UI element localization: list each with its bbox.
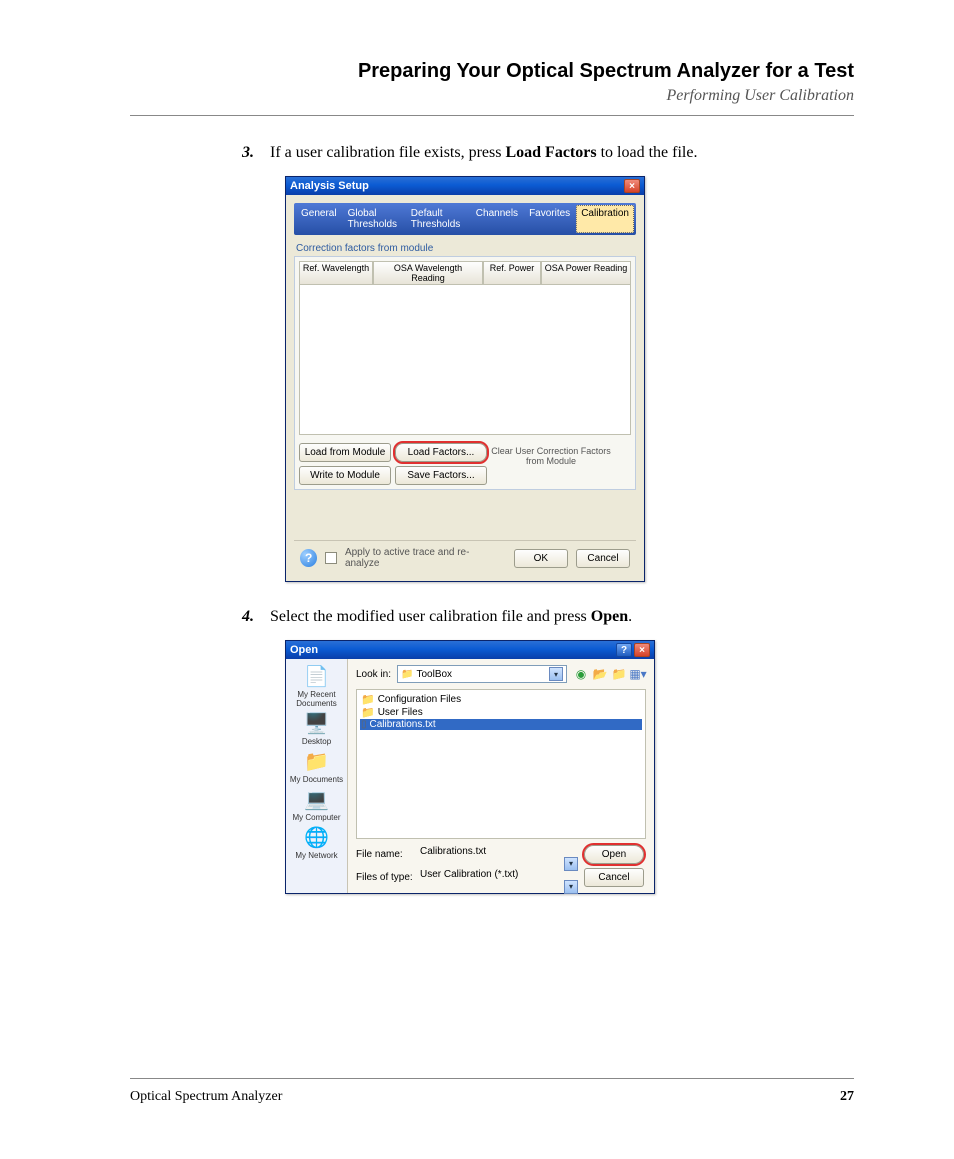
place-icon: 📁 xyxy=(301,748,331,774)
tab-favorites[interactable]: Favorites xyxy=(524,205,575,233)
cancel-button[interactable]: Cancel xyxy=(584,868,644,887)
window-title: Open xyxy=(290,644,614,656)
list-item[interactable]: ▯Calibrations.txt xyxy=(360,719,642,730)
place-my-recent-documents[interactable]: 📄My Recent Documents xyxy=(288,663,345,708)
back-icon[interactable]: ◉ xyxy=(573,666,589,682)
close-icon[interactable]: × xyxy=(634,643,650,657)
tab-general[interactable]: General xyxy=(296,205,342,233)
places-bar: 📄My Recent Documents🖥️Desktop📁My Documen… xyxy=(286,659,348,893)
place-my-computer[interactable]: 💻My Computer xyxy=(292,786,340,822)
step-text: Select the modified user calibration fil… xyxy=(270,608,632,626)
file-list[interactable]: 📁Configuration Files📁User Files▯Calibrat… xyxy=(356,689,646,839)
filename-label: File name: xyxy=(356,849,414,860)
place-icon: 🖥️ xyxy=(302,710,332,736)
clear-factors-note: Clear User Correction Factors from Modul… xyxy=(491,443,611,466)
look-in-combo[interactable]: 📁 ToolBox ▾ xyxy=(397,665,567,683)
grid-body[interactable] xyxy=(299,285,631,435)
list-item[interactable]: 📁Configuration Files xyxy=(360,693,642,706)
dialog-footer: ? Apply to active trace and re-analyze O… xyxy=(294,540,636,573)
tab-default-thresholds[interactable]: Default Thresholds xyxy=(406,205,470,233)
header-rule xyxy=(130,115,854,116)
page-footer: Optical Spectrum Analyzer 27 xyxy=(130,1089,854,1105)
step-number: 3. xyxy=(242,144,270,162)
filename-combo[interactable]: Calibrations.txt ▾ xyxy=(420,846,578,864)
load-factors-button[interactable]: Load Factors... xyxy=(395,443,487,462)
look-in-value: ToolBox xyxy=(416,669,452,680)
grid-header: Ref. WavelengthOSA Wavelength ReadingRef… xyxy=(299,261,631,285)
tab-global-thresholds[interactable]: Global Thresholds xyxy=(343,205,405,233)
footer-rule xyxy=(130,1078,854,1079)
tab-bar: GeneralGlobal ThresholdsDefault Threshol… xyxy=(294,203,636,235)
place-icon: 💻 xyxy=(301,786,331,812)
apply-label: Apply to active trace and re-analyze xyxy=(345,547,498,569)
cancel-button[interactable]: Cancel xyxy=(576,549,630,568)
analysis-setup-window: Analysis Setup × GeneralGlobal Threshold… xyxy=(285,176,645,582)
new-folder-icon[interactable]: 📁 xyxy=(611,666,627,682)
folder-icon: 📁 xyxy=(401,669,413,680)
page-number: 27 xyxy=(840,1089,854,1105)
open-fields: File name: Calibrations.txt ▾ Open Files… xyxy=(356,845,646,887)
tab-calibration[interactable]: Calibration xyxy=(576,205,634,233)
look-in-label: Look in: xyxy=(356,669,391,680)
step-3: 3. If a user calibration file exists, pr… xyxy=(242,144,854,162)
chevron-down-icon[interactable]: ▾ xyxy=(564,880,578,894)
look-in-row: Look in: 📁 ToolBox ▾ ◉ 📂 📁 ▦▾ xyxy=(356,665,646,683)
filetype-value: User Calibration (*.txt) xyxy=(420,869,518,880)
titlebar[interactable]: Analysis Setup × xyxy=(286,177,644,195)
file-name: Calibrations.txt xyxy=(370,719,436,730)
load-from-module-button[interactable]: Load from Module xyxy=(299,443,391,462)
page-title: Preparing Your Optical Spectrum Analyzer… xyxy=(130,60,854,83)
column-header[interactable]: Ref. Wavelength xyxy=(299,261,373,285)
folder-icon: 📁 xyxy=(361,706,375,719)
step-text: If a user calibration file exists, press… xyxy=(270,144,697,162)
file-name: Configuration Files xyxy=(378,694,461,705)
views-icon[interactable]: ▦▾ xyxy=(630,666,646,682)
filetype-label: Files of type: xyxy=(356,872,414,883)
list-item[interactable]: 📁User Files xyxy=(360,706,642,719)
help-icon[interactable]: ? xyxy=(616,643,632,657)
place-desktop[interactable]: 🖥️Desktop xyxy=(302,710,332,746)
place-my-documents[interactable]: 📁My Documents xyxy=(290,748,343,784)
file-icon: ▯ xyxy=(361,719,367,730)
step-number: 4. xyxy=(242,608,270,626)
page-subtitle: Performing User Calibration xyxy=(130,87,854,105)
column-header[interactable]: OSA Wavelength Reading xyxy=(373,261,483,285)
file-name: User Files xyxy=(378,707,423,718)
place-my-network[interactable]: 🌐My Network xyxy=(295,824,337,860)
titlebar[interactable]: Open ? × xyxy=(286,641,654,659)
filename-value: Calibrations.txt xyxy=(420,846,486,857)
open-button[interactable]: Open xyxy=(584,845,644,864)
chevron-down-icon[interactable]: ▾ xyxy=(549,667,563,681)
apply-checkbox[interactable] xyxy=(325,552,337,564)
group-label: Correction factors from module xyxy=(296,243,636,254)
step-4: 4. Select the modified user calibration … xyxy=(242,608,854,626)
open-dialog-window: Open ? × 📄My Recent Documents🖥️Desktop📁M… xyxy=(285,640,655,894)
button-row: Load from Module Write to Module Load Fa… xyxy=(299,443,631,485)
place-icon: 🌐 xyxy=(301,824,331,850)
page-header: Preparing Your Optical Spectrum Analyzer… xyxy=(130,60,854,105)
close-icon[interactable]: × xyxy=(624,179,640,193)
footer-left: Optical Spectrum Analyzer xyxy=(130,1089,282,1105)
screenshot-analysis-setup: Analysis Setup × GeneralGlobal Threshold… xyxy=(285,176,854,582)
ok-button[interactable]: OK xyxy=(514,549,568,568)
save-factors-button[interactable]: Save Factors... xyxy=(395,466,487,485)
folder-icon: 📁 xyxy=(361,693,375,706)
column-header[interactable]: OSA Power Reading xyxy=(541,261,631,285)
help-icon[interactable]: ? xyxy=(300,549,317,567)
filetype-combo[interactable]: User Calibration (*.txt) ▾ xyxy=(420,869,578,887)
nav-icons: ◉ 📂 📁 ▦▾ xyxy=(573,666,646,682)
correction-factors-group: Ref. WavelengthOSA Wavelength ReadingRef… xyxy=(294,256,636,490)
place-icon: 📄 xyxy=(302,663,332,689)
window-title: Analysis Setup xyxy=(290,180,622,192)
write-to-module-button[interactable]: Write to Module xyxy=(299,466,391,485)
screenshot-open-dialog: Open ? × 📄My Recent Documents🖥️Desktop📁M… xyxy=(285,640,854,894)
tab-channels[interactable]: Channels xyxy=(471,205,523,233)
up-icon[interactable]: 📂 xyxy=(592,666,608,682)
column-header[interactable]: Ref. Power xyxy=(483,261,541,285)
